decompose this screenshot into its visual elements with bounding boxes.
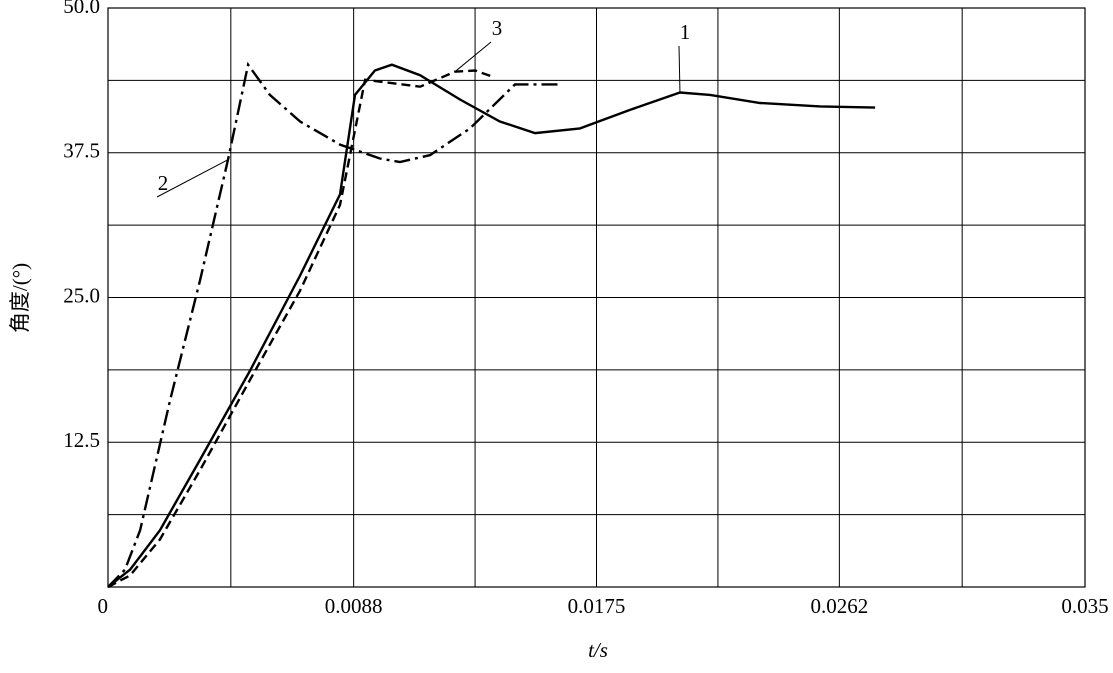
y-tick-label: 12.5 [63, 428, 100, 452]
x-tick-label: 0.035 [1061, 594, 1108, 618]
series-label: 2 [158, 171, 169, 195]
y-tick-label: 50.0 [63, 0, 100, 18]
callout-leader [156, 159, 229, 198]
x-tick-label: 0 [98, 594, 109, 618]
series-label: 1 [680, 20, 691, 44]
series-line [107, 61, 558, 588]
x-tick-label: 0.0088 [325, 594, 383, 618]
series-label: 3 [492, 16, 503, 40]
y-axis-label: 角度/(°) [8, 263, 32, 333]
callout-leader [454, 41, 492, 73]
callout-leader [678, 45, 681, 93]
x-tick-label: 0.0262 [810, 594, 868, 618]
y-tick-label: 37.5 [63, 139, 100, 163]
x-axis-label: t/s [588, 638, 608, 662]
series-line [107, 63, 876, 588]
x-tick-label: 0.0175 [568, 594, 626, 618]
series-line [107, 69, 496, 589]
y-tick-label: 25.0 [63, 283, 100, 307]
